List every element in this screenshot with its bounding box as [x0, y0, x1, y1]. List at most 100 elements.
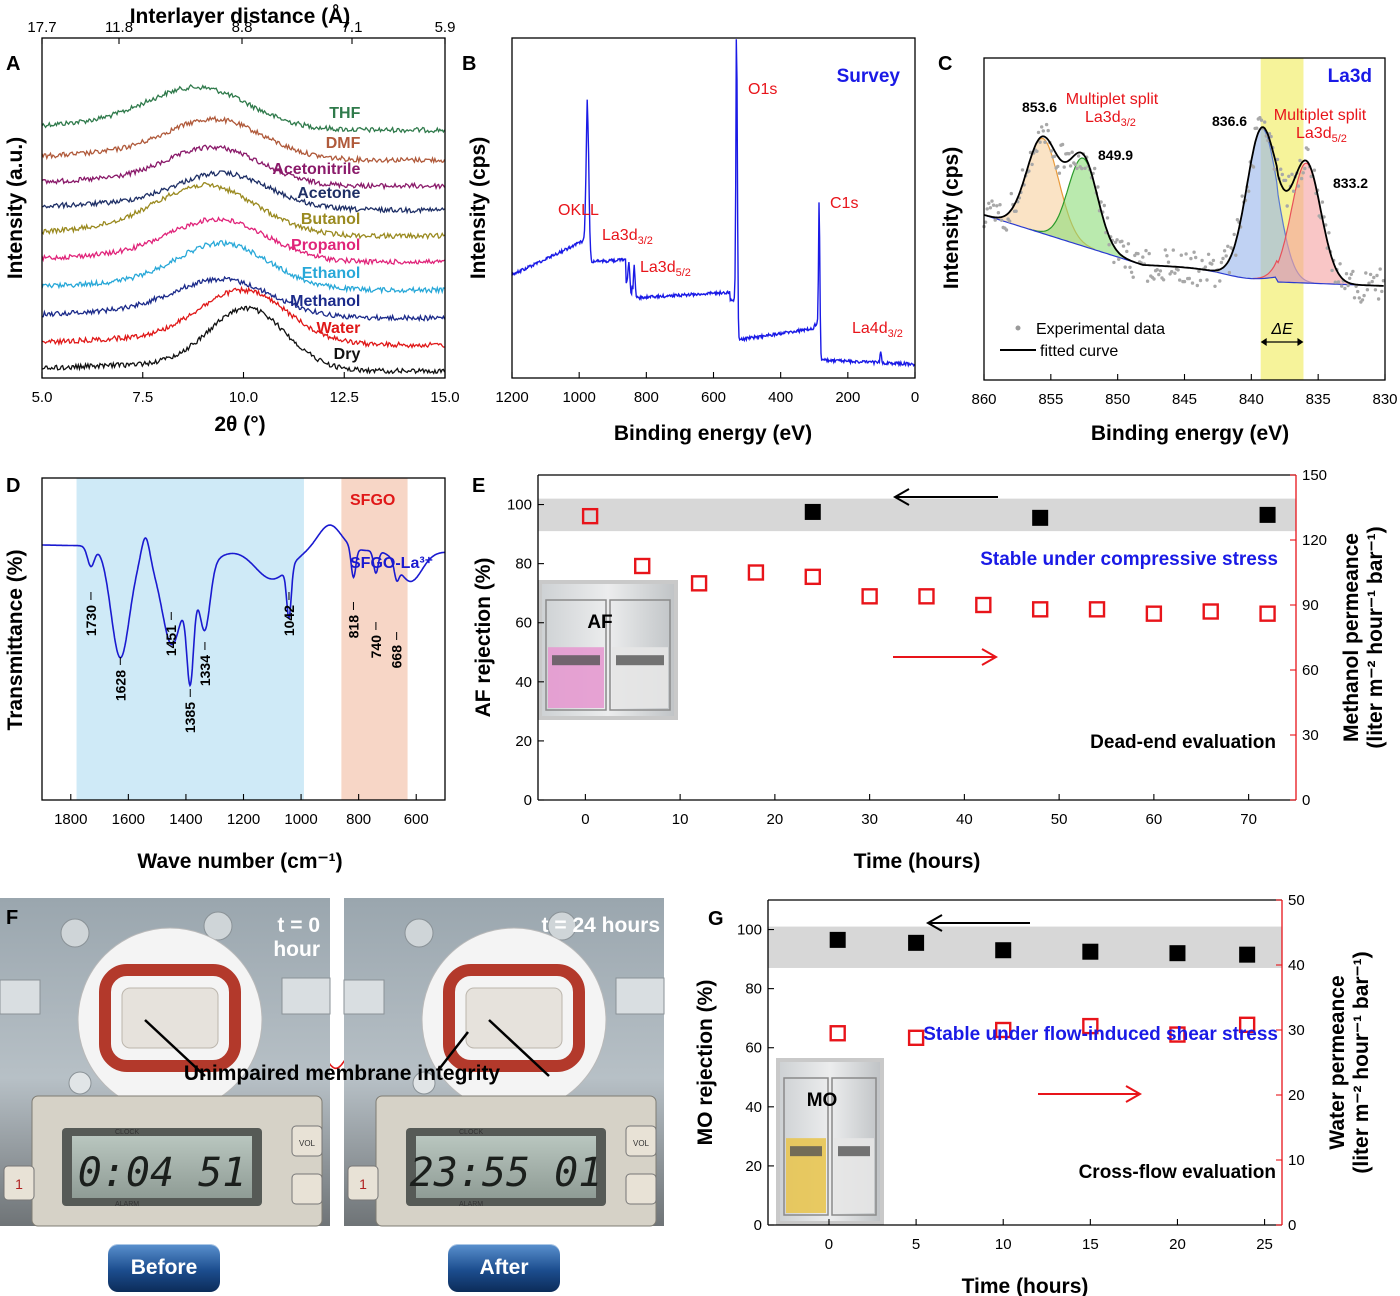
- series-line-ethanol: [41, 239, 445, 295]
- data-point: [995, 204, 999, 208]
- y-tick-label: 40: [515, 674, 532, 691]
- peak-value-label: 1451: [163, 625, 179, 656]
- photo-screw: [547, 911, 577, 941]
- data-point: [1043, 140, 1047, 144]
- data-point: [1179, 253, 1184, 257]
- data-point: [1171, 248, 1176, 252]
- photo-after-time-label: t = 24 hours: [505, 914, 660, 938]
- permeance-marker: [975, 596, 992, 614]
- vial-outline: [831, 1077, 877, 1216]
- timer-lcd: [72, 1136, 252, 1198]
- stability-text: Stable under flow-induced shear stress: [923, 1024, 1278, 1045]
- photo-right-label-text: t = 24 hours: [541, 914, 660, 937]
- before-button[interactable]: Before: [108, 1244, 220, 1292]
- photo-fitting: [281, 977, 331, 1015]
- data-point: [1346, 283, 1350, 288]
- data-point: [1038, 140, 1042, 144]
- caption-pointer: [488, 1019, 550, 1077]
- peak-value-label: 853.6: [1022, 99, 1057, 115]
- panel-c: 860 855 850 845 840 835 830 La3d 853.6 849.9 836.6…: [938, 53, 1398, 445]
- data-point: [1259, 118, 1264, 122]
- data-point: [1158, 269, 1163, 273]
- data-point: [1163, 248, 1168, 252]
- data-point: [1301, 171, 1305, 175]
- rejection-marker: [1169, 945, 1186, 962]
- data-point: [1030, 162, 1034, 167]
- permeance-marker: [1088, 601, 1106, 618]
- data-point: [1107, 243, 1111, 247]
- x-tick-label: 12.5: [330, 389, 359, 406]
- data-point: [1213, 284, 1217, 288]
- component-fill-peak-833: [1252, 163, 1359, 285]
- data-point: [1198, 278, 1203, 283]
- data-point: [1324, 223, 1328, 227]
- y2-tick-label: 60: [1302, 662, 1319, 679]
- data-point: [1279, 167, 1283, 171]
- legend-label-propanol: Propanol: [291, 237, 360, 254]
- x-tick-label: 5: [912, 1236, 920, 1253]
- x-tick-label: 1800: [54, 811, 87, 828]
- y-tick-label: 20: [515, 733, 532, 750]
- data-point: [1128, 265, 1132, 269]
- panel-g: MO 0 5 10 15 20 25 0 20 40 60 80 100 0 10 20 30 40 50 Stabl…: [694, 892, 1373, 1296]
- data-point: [1020, 168, 1025, 172]
- data-point: [1192, 250, 1196, 254]
- data-point: [1197, 269, 1201, 273]
- photo-screw: [412, 1071, 436, 1095]
- data-point: [1226, 244, 1230, 248]
- legend-label-methanol: Methanol: [290, 293, 360, 310]
- data-point: [988, 206, 993, 210]
- data-point: [1235, 218, 1240, 222]
- data-point: [1372, 275, 1376, 280]
- y-axis-title: Intensity (cps): [467, 137, 490, 279]
- series-line-butanol: [41, 182, 445, 241]
- x-tick-label: 70: [1240, 811, 1257, 828]
- data-point: [1367, 281, 1371, 285]
- data-point: [1258, 116, 1262, 120]
- data-point: [1083, 166, 1087, 170]
- panel-letter: G: [708, 908, 724, 930]
- y-tick-label: 100: [737, 922, 762, 939]
- data-point: [1222, 249, 1227, 253]
- legend-label-acetone: Acetone: [297, 185, 360, 202]
- data-point: [1052, 154, 1057, 158]
- peak-label-okll: OKLL: [558, 202, 599, 219]
- data-point: [1240, 194, 1244, 198]
- data-point: [1251, 165, 1256, 169]
- data-point: [1224, 254, 1228, 258]
- data-point: [1349, 272, 1354, 276]
- data-point: [1291, 189, 1296, 193]
- data-point: [1170, 270, 1174, 274]
- peak-value-label: 1042: [281, 605, 297, 636]
- data-point: [1068, 164, 1073, 168]
- data-point: [1340, 284, 1344, 288]
- membrane-window: [121, 987, 219, 1049]
- series-line-sfgo-la: [42, 524, 446, 688]
- x-tick-label: 10: [672, 811, 689, 828]
- rejection-marker: [995, 942, 1012, 959]
- series-line-acetone: [42, 169, 445, 215]
- vial-outline: [783, 1077, 829, 1216]
- data-point: [1184, 252, 1188, 256]
- panel-a-axes: [41, 37, 446, 379]
- data-point: [1200, 258, 1204, 263]
- x-axis-title: Time (hours): [962, 1275, 1089, 1296]
- data-point: [1344, 272, 1349, 276]
- vial-label-strip: [838, 1146, 870, 1157]
- data-point: [1080, 166, 1084, 171]
- vial-outline: [609, 599, 671, 711]
- data-point: [987, 201, 991, 205]
- after-button[interactable]: After: [448, 1244, 560, 1292]
- data-point: [1203, 265, 1208, 269]
- data-point: [1040, 125, 1044, 129]
- legend-label-ethanol: Ethanol: [302, 265, 361, 282]
- data-point: [1155, 268, 1159, 272]
- x-tick-label: 600: [404, 811, 429, 828]
- rejection-marker: [1032, 509, 1049, 526]
- timer-clock-label: CLOCK: [115, 1129, 139, 1136]
- right-axis-arrowhead: [981, 648, 999, 666]
- rejection-marker: [829, 931, 846, 948]
- photo-fitting: [343, 979, 385, 1015]
- y-tick-label: 80: [515, 556, 532, 573]
